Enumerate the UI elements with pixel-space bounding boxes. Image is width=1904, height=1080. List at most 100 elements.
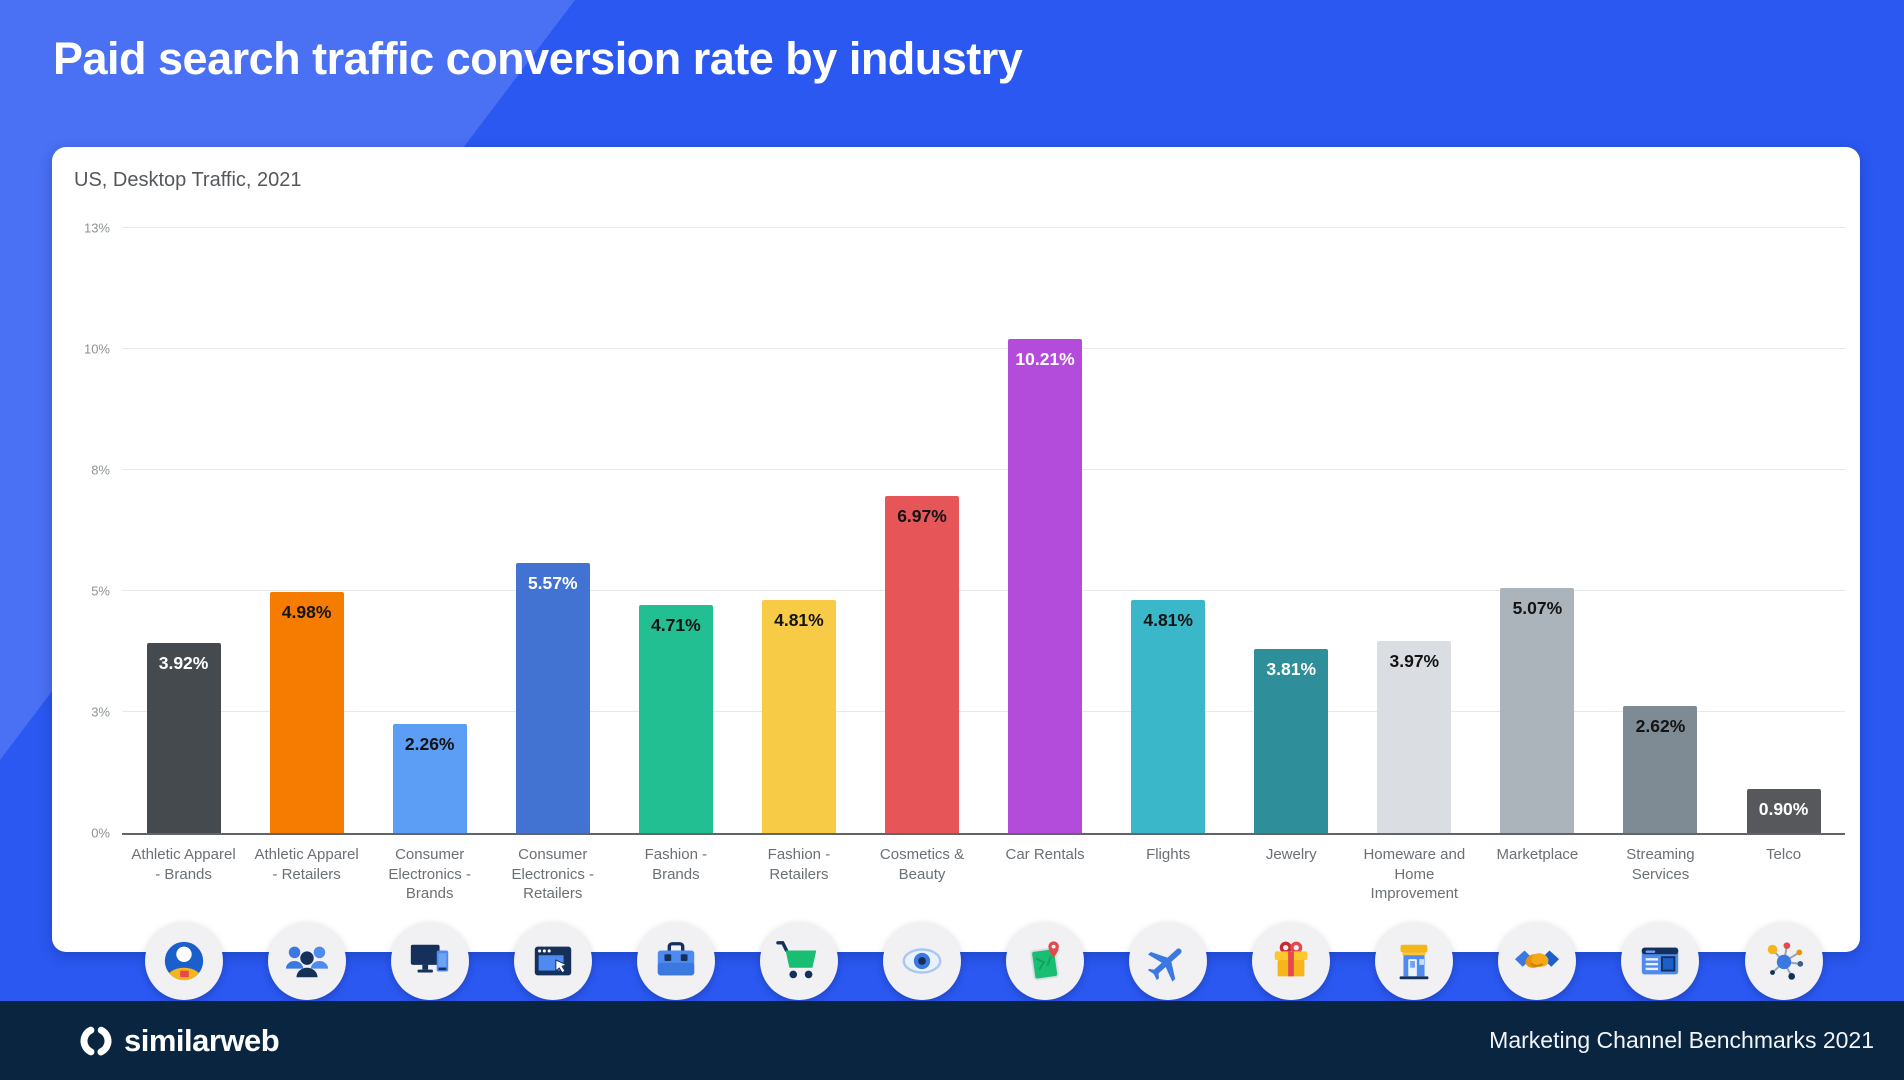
- bar-value-label: 0.90%: [1758, 799, 1809, 820]
- bar-column: 4.81%: [1107, 228, 1230, 833]
- network-hub-icon: [1744, 922, 1823, 1000]
- bar-column: 5.57%: [491, 228, 614, 833]
- bar-value-label: 4.71%: [651, 615, 701, 636]
- bar-column: 4.71%: [614, 228, 737, 833]
- bar-11: 3.97%: [1377, 640, 1452, 833]
- bar-4: 5.57%: [515, 563, 590, 833]
- gridline: [122, 590, 1845, 591]
- category-label: Jewelry: [1265, 846, 1317, 863]
- similarweb-logo: similarweb: [78, 1022, 280, 1059]
- icon-cell: [1722, 922, 1845, 1000]
- bar-13: 2.62%: [1623, 706, 1698, 833]
- category-label: Fashion - Retailers: [767, 846, 831, 883]
- icon-cell: [1599, 922, 1722, 1000]
- chart-subtitle: US, Desktop Traffic, 2021: [74, 169, 302, 191]
- icon-cell: [1107, 922, 1230, 1000]
- footer-caption: Marketing Channel Benchmarks 2021: [1489, 1027, 1874, 1053]
- bar-column: 6.97%: [860, 228, 983, 833]
- gridline: [122, 227, 1845, 228]
- category-label: Consumer Electronics - Retailers: [511, 846, 595, 902]
- bar-column: 0.90%: [1722, 228, 1845, 833]
- bar-9: 4.81%: [1131, 600, 1206, 833]
- footer: similarweb Marketing Channel Benchmarks …: [0, 1001, 1904, 1080]
- icon-cell: [860, 922, 983, 1000]
- icon-cell: [1476, 922, 1599, 1000]
- bar-value-label: 5.57%: [527, 573, 578, 594]
- icon-cell: [491, 922, 614, 1000]
- media-player-icon: [1621, 922, 1700, 1000]
- gridline: [122, 348, 1845, 349]
- person-avatar-icon: [144, 922, 223, 1000]
- category-icons: [122, 922, 1845, 1000]
- bar-value-label: 4.98%: [281, 601, 332, 622]
- similarweb-mark-icon: [78, 1023, 114, 1059]
- y-tick-label: 3%: [91, 704, 110, 720]
- category-label: Athletic Apparel - Retailers: [254, 846, 359, 883]
- category-label: Fashion - Brands: [644, 846, 708, 883]
- y-tick-label: 0%: [91, 825, 110, 841]
- bar-value-label: 4.81%: [1143, 610, 1193, 631]
- people-group-icon: [267, 922, 346, 1000]
- storefront-icon: [1375, 922, 1454, 1000]
- bars-container: 3.92% 4.98% 2.26% 5.57% 4.71% 4.81% 6.97% 10.21…: [122, 228, 1845, 833]
- bar-14: 0.90%: [1746, 789, 1821, 833]
- bar-value-label: 6.97%: [897, 505, 947, 526]
- shopping-cart-icon: [759, 922, 838, 1000]
- category-label: Homeware and Home Improvement: [1363, 846, 1466, 902]
- y-tick-label: 13%: [83, 220, 110, 236]
- desktop-devices-icon: [390, 922, 469, 1000]
- map-pin-icon: [1006, 922, 1085, 1000]
- y-tick-label: 5%: [91, 583, 110, 599]
- plot-area: 0% 3% 5% 8% 10% 13% 3.92% 4.98% 2.26% 5.57% 4.71% 4…: [84, 221, 1845, 841]
- bar-5: 4.71%: [638, 605, 713, 833]
- icon-cell: [1230, 922, 1353, 1000]
- browser-cursor-icon: [513, 922, 592, 1000]
- category-label: Cosmetics & Beauty: [879, 846, 965, 883]
- bar-value-label: 5.07%: [1512, 597, 1563, 618]
- bar-column: 3.97%: [1353, 228, 1476, 833]
- bar-10: 3.81%: [1254, 648, 1329, 833]
- chart-card: US, Desktop Traffic, 2021 0% 3% 5% 8% 10% 13%…: [52, 147, 1860, 1000]
- bar-2: 4.98%: [269, 591, 344, 833]
- logo-text: similarweb: [124, 1022, 280, 1058]
- bar-column: 4.81%: [737, 228, 860, 833]
- bar-1: 3.92%: [146, 643, 221, 833]
- category-axis: Athletic Apparel - Brands Athletic Appare…: [122, 845, 1845, 904]
- bar-column: 3.81%: [1230, 228, 1353, 833]
- category-label: Flights: [1146, 846, 1191, 863]
- bar-column: 5.07%: [1476, 228, 1599, 833]
- category-label: Marketplace: [1496, 846, 1579, 863]
- bar-12: 5.07%: [1500, 587, 1575, 833]
- icon-cell: [245, 922, 368, 1000]
- bar-8: 10.21%: [1008, 338, 1083, 833]
- bar-column: 2.26%: [368, 228, 491, 833]
- icon-cell: [1353, 922, 1476, 1000]
- bar-value-label: 4.81%: [774, 610, 824, 631]
- icon-cell: [737, 922, 860, 1000]
- gift-icon: [1252, 922, 1331, 1000]
- category-label: Consumer Electronics - Brands: [388, 846, 471, 902]
- gridline: [122, 711, 1845, 712]
- bar-value-label: 3.81%: [1266, 658, 1317, 679]
- icon-cell: [614, 922, 737, 1000]
- icon-cell: [368, 922, 491, 1000]
- bar-value-label: 3.92%: [158, 653, 209, 674]
- category-label: Streaming Services: [1626, 846, 1695, 883]
- handshake-icon: [1498, 922, 1577, 1000]
- bar-column: 4.98%: [245, 228, 368, 833]
- bar-column: 10.21%: [984, 228, 1107, 833]
- category-label: Car Rentals: [1005, 846, 1085, 863]
- icon-cell: [984, 922, 1107, 1000]
- y-tick-label: 8%: [91, 462, 110, 478]
- bar-3: 2.26%: [392, 723, 467, 833]
- bar-column: 2.62%: [1599, 228, 1722, 833]
- bar-value-label: 2.62%: [1635, 716, 1686, 737]
- icon-cell: [122, 922, 245, 1000]
- page-title: Paid search traffic conversion rate by i…: [53, 33, 1023, 84]
- eye-icon: [883, 922, 961, 1000]
- bar-7: 6.97%: [885, 495, 959, 833]
- category-label: Telco: [1766, 846, 1802, 863]
- bar-value-label: 2.26%: [404, 733, 455, 754]
- bar-value-label: 3.97%: [1389, 650, 1440, 671]
- gridline: [122, 469, 1845, 470]
